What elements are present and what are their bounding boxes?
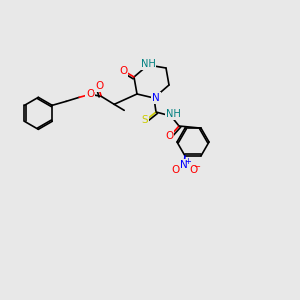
Text: O: O	[189, 165, 197, 175]
Text: O: O	[86, 89, 94, 99]
Text: O: O	[119, 66, 127, 76]
Text: O: O	[165, 131, 173, 141]
Text: NH: NH	[141, 59, 155, 69]
Text: +: +	[184, 158, 191, 166]
Text: NH: NH	[166, 109, 180, 119]
Text: N: N	[152, 93, 160, 103]
Text: O: O	[171, 165, 179, 175]
Text: −: −	[194, 162, 200, 171]
Text: O: O	[95, 81, 103, 91]
Text: S: S	[142, 115, 148, 125]
Text: N: N	[180, 160, 188, 170]
